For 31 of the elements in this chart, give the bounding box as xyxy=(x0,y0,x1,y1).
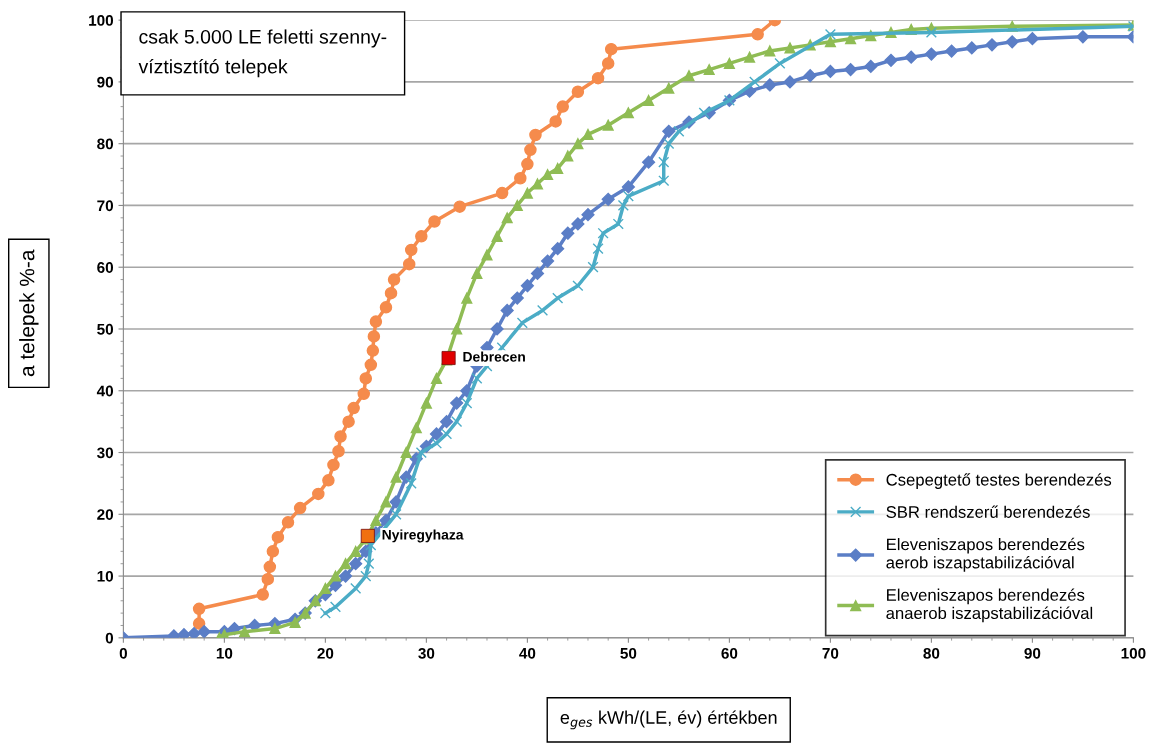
y-axis-title: a telepek %-a xyxy=(19,249,39,377)
x-tick-label: 80 xyxy=(923,647,940,659)
x-tick-label: 10 xyxy=(216,647,233,659)
x-tick-label: 20 xyxy=(317,647,334,659)
legend-label: Eleveniszapos berendezés anaerob iszapstabilizációval xyxy=(886,588,1093,623)
annotation: Nyiregyhaza xyxy=(382,529,464,543)
x-tick-label: 0 xyxy=(119,647,127,659)
y-tick-label: 20 xyxy=(97,509,114,520)
y-tick-label: 10 xyxy=(97,570,114,582)
x-tick-label: 30 xyxy=(418,647,435,659)
y-tick-label: 100 xyxy=(89,15,114,26)
text: csak 5.000 LE feletti szenny- víztisztító telepek xyxy=(138,29,387,78)
y-tick-label: 30 xyxy=(97,447,114,459)
x-tick-label: 90 xyxy=(1024,647,1041,659)
legend-label: SBR rendszerű berendezés xyxy=(886,505,1090,518)
legend-label: Csepegtető testes berendezés xyxy=(886,473,1112,489)
x-tick-label: 50 xyxy=(620,647,637,659)
x-axis-title: e$_{ges}$ kWh/(LE, év) értékben xyxy=(560,710,777,730)
y-tick-label: 80 xyxy=(97,138,114,150)
x-tick-label: 60 xyxy=(721,647,738,659)
annotation: Debrecen xyxy=(463,351,525,362)
x-tick-label: 100 xyxy=(1121,647,1146,659)
y-tick-label: 70 xyxy=(97,200,114,212)
y-tick-label: 90 xyxy=(97,76,114,88)
y-tick-label: 0 xyxy=(105,632,114,644)
y-tick-label: 60 xyxy=(97,262,114,273)
x-tick-label: 70 xyxy=(822,647,839,659)
y-tick-label: 40 xyxy=(96,385,114,397)
x-tick-label: 40 xyxy=(519,647,536,659)
y-tick-label: 50 xyxy=(97,323,114,335)
legend-label: Eleveniszapos berendezés aerob iszapstabilizációval xyxy=(886,537,1085,572)
